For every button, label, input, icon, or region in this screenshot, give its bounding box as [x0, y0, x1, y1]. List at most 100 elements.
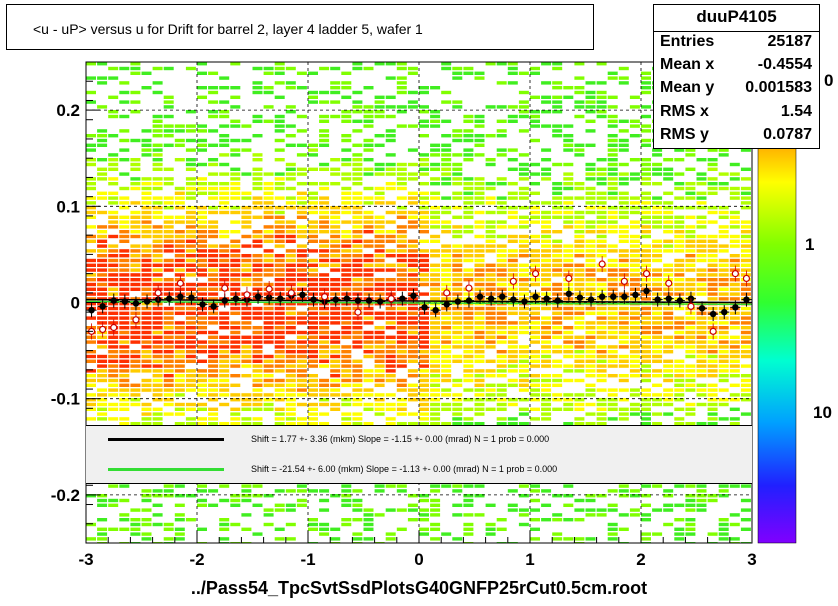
heat-cell: [574, 90, 585, 95]
heat-cell: [130, 249, 141, 253]
heat-cell: [674, 148, 685, 152]
heat-cell: [152, 124, 163, 128]
heat-cell: [219, 364, 230, 368]
heat-cell: [141, 206, 152, 210]
heat-cell: [441, 330, 452, 335]
heat-cell: [197, 350, 207, 354]
heat-cell: [197, 311, 207, 315]
heat-cell: [607, 76, 618, 80]
heat-cell: [363, 354, 374, 359]
heat-cell: [718, 378, 729, 383]
heat-cell: [230, 196, 241, 200]
heat-cell: [463, 503, 474, 507]
heat-cell: [152, 513, 163, 517]
heat-cell: [197, 321, 207, 325]
heat-cell: [374, 230, 385, 234]
heat-cell: [352, 239, 363, 243]
heat-cell: [607, 186, 618, 191]
heat-cell: [541, 393, 552, 397]
heat-cell: [463, 196, 474, 200]
heat-cell: [663, 172, 674, 176]
heat-cell: [130, 225, 141, 229]
heat-cell: [185, 124, 196, 128]
heat-cell: [385, 345, 396, 349]
heat-cell: [285, 186, 296, 191]
heat-cell: [185, 402, 196, 407]
heat-cell: [363, 306, 374, 311]
heat-cell: [208, 393, 219, 397]
heat-cell: [407, 244, 418, 248]
heat-cell: [174, 374, 185, 378]
heat-cell: [230, 374, 241, 378]
heat-cell: [141, 345, 152, 349]
heat-cell: [618, 66, 629, 71]
heat-cell: [274, 282, 285, 287]
heat-cell: [530, 498, 540, 503]
heat-cell: [385, 359, 396, 363]
heat-cell: [629, 494, 640, 498]
heat-cell: [319, 215, 330, 219]
heat-cell: [86, 335, 96, 339]
heat-cell: [574, 225, 585, 229]
heat-cell: [119, 100, 130, 104]
heat-cell: [308, 354, 318, 359]
heat-cell: [563, 306, 574, 311]
heat-cell: [541, 354, 552, 359]
heat-cell: [252, 364, 263, 368]
heat-cell: [474, 258, 485, 263]
heat-cell: [197, 345, 207, 349]
heat-cell: [341, 191, 352, 195]
heat-cell: [474, 278, 485, 282]
heat-cell: [552, 129, 563, 133]
heat-cell: [97, 417, 108, 421]
heat-cell: [419, 110, 429, 114]
heat-cell: [419, 105, 429, 109]
heat-cell: [718, 532, 729, 536]
heat-cell: [97, 158, 108, 162]
heat-cell: [374, 220, 385, 224]
heat-cell: [319, 359, 330, 363]
heat-cell: [141, 350, 152, 354]
heat-cell: [296, 489, 307, 493]
heat-cell: [97, 297, 108, 301]
heat-cell: [219, 537, 230, 541]
heat-cell: [740, 508, 751, 512]
heat-cell: [319, 138, 330, 143]
heat-cell: [652, 330, 663, 335]
heat-cell: [296, 359, 307, 363]
heat-cell: [607, 191, 618, 195]
heat-cell: [419, 167, 429, 171]
heat-cell: [241, 302, 252, 306]
heat-cell: [396, 177, 407, 181]
heat-cell: [274, 383, 285, 387]
heat-cell: [141, 186, 152, 191]
palette-tick-label: 1: [805, 235, 814, 254]
heat-cell: [374, 258, 385, 263]
heat-cell: [385, 282, 396, 287]
heat-cell: [496, 340, 507, 344]
heat-cell: [341, 138, 352, 143]
open-point: [176, 279, 184, 287]
heat-cell: [130, 230, 141, 234]
heat-cell: [407, 254, 418, 258]
heat-cell: [419, 258, 429, 263]
heat-cell: [363, 186, 374, 191]
heat-cell: [152, 335, 163, 339]
stat-value: 0.0787: [763, 126, 812, 143]
heat-cell: [707, 402, 718, 407]
heat-cell: [552, 110, 563, 114]
heat-cell: [296, 201, 307, 205]
heat-cell: [652, 182, 663, 186]
heat-cell: [174, 537, 185, 541]
profile-point: [310, 296, 317, 303]
heat-cell: [296, 321, 307, 325]
heat-cell: [707, 422, 718, 426]
heat-cell: [274, 364, 285, 368]
heat-cell: [485, 182, 496, 186]
heat-cell: [185, 258, 196, 263]
heat-cell: [330, 258, 341, 263]
heat-cell: [396, 489, 407, 493]
heat-cell: [396, 364, 407, 368]
heat-cell: [541, 124, 552, 128]
heat-cell: [152, 311, 163, 315]
